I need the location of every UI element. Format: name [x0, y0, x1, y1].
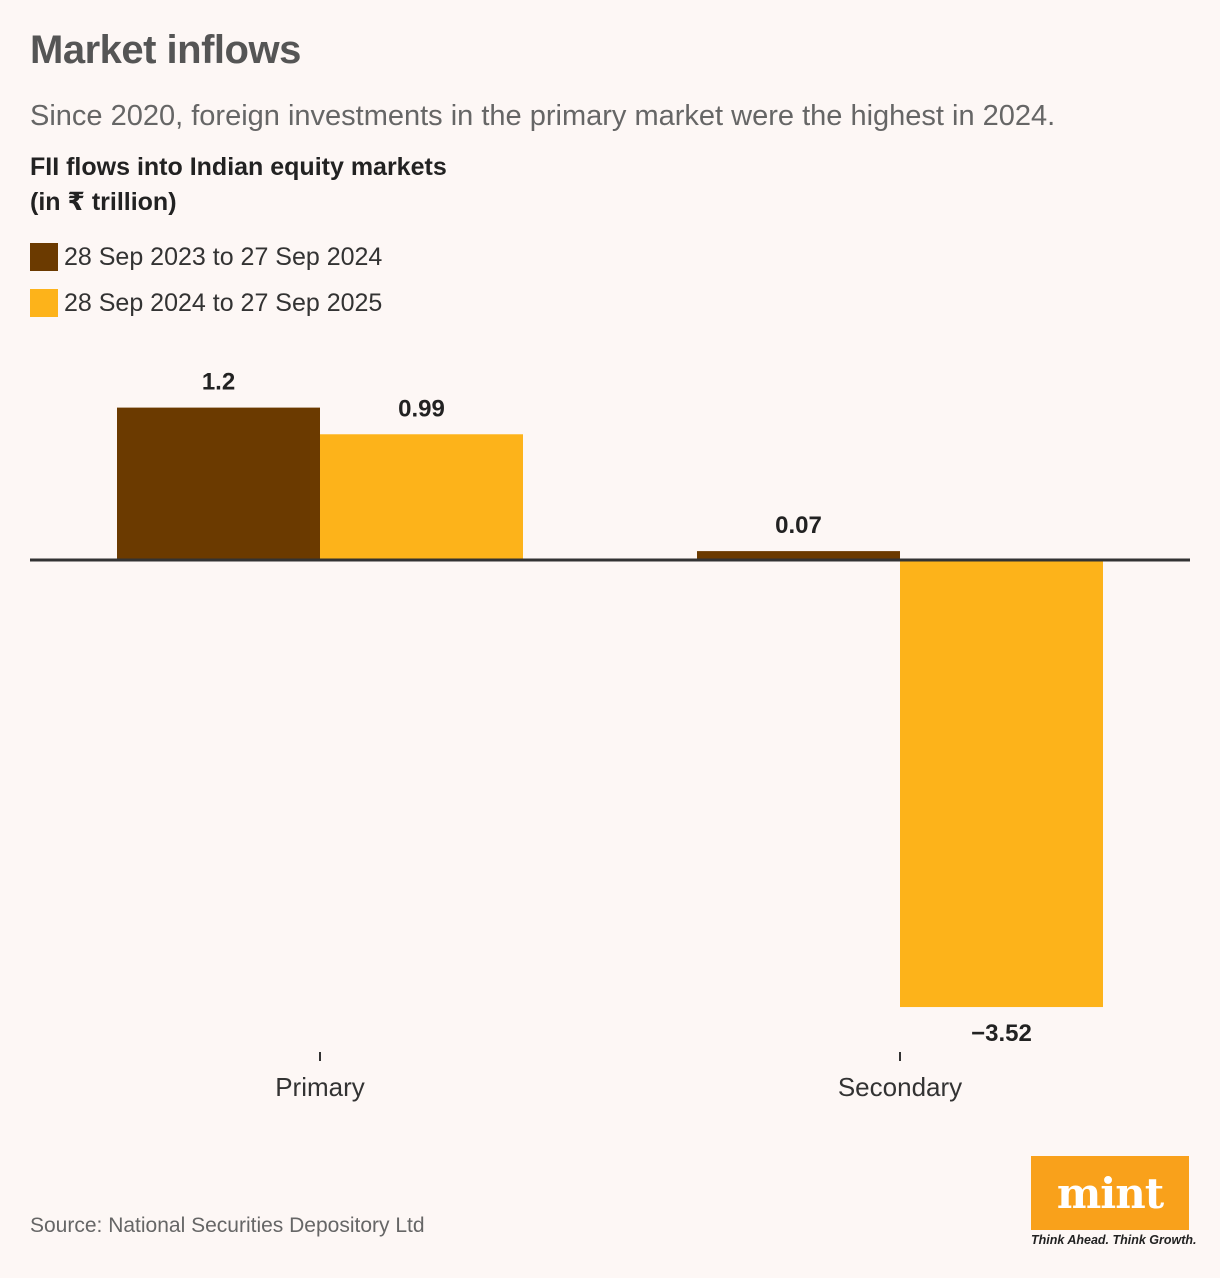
- legend-label-series-1: 28 Sep 2023 to 27 Sep 2024: [64, 242, 383, 271]
- bar-secondary-series-1: [697, 551, 900, 560]
- data-label-primary-series-2: 0.99: [398, 395, 445, 422]
- legend-label-series-2: 28 Sep 2024 to 27 Sep 2025: [64, 288, 383, 317]
- bar-chart: 1.2 0.99 Primary 0.07 −3.52 Secondary: [30, 369, 1190, 1102]
- chart-subtitle: Since 2020, foreign investments in the p…: [30, 100, 1056, 132]
- legend-item-series-1: 28 Sep 2023 to 27 Sep 2024: [30, 240, 382, 274]
- bar-primary-series-2: [320, 434, 523, 560]
- chart-title: Market inflows: [30, 28, 301, 72]
- chart-heading-line1: FII flows into Indian equity markets: [30, 153, 447, 181]
- chart-heading-line2: (in ₹ trillion): [30, 188, 177, 216]
- x-tick-label-primary: Primary: [275, 1072, 365, 1102]
- legend-swatch-series-2: [30, 289, 58, 317]
- data-label-secondary-series-1: 0.07: [775, 512, 822, 539]
- mint-logo: mint: [1031, 1156, 1189, 1230]
- bar-secondary-series-2: [900, 560, 1103, 1008]
- legend: 28 Sep 2023 to 27 Sep 2024 28 Sep 2024 t…: [30, 240, 382, 332]
- legend-swatch-series-1: [30, 243, 58, 271]
- data-label-primary-series-1: 1.2: [202, 369, 235, 396]
- data-label-secondary-series-2: −3.52: [971, 1020, 1032, 1047]
- legend-item-series-2: 28 Sep 2024 to 27 Sep 2025: [30, 286, 382, 320]
- logo-tagline: Think Ahead. Think Growth.: [1031, 1233, 1197, 1247]
- x-tick-label-secondary: Secondary: [838, 1072, 962, 1102]
- bar-primary-series-1: [117, 407, 320, 560]
- chart-heading: FII flows into Indian equity markets (in…: [30, 150, 447, 220]
- source-note: Source: National Securities Depository L…: [30, 1214, 425, 1237]
- mint-logo-text: mint: [1056, 1168, 1164, 1218]
